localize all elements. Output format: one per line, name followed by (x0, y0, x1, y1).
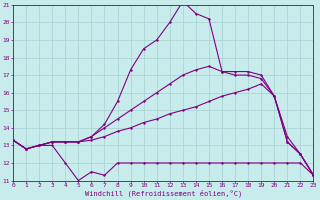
X-axis label: Windchill (Refroidissement éolien,°C): Windchill (Refroidissement éolien,°C) (84, 190, 242, 197)
